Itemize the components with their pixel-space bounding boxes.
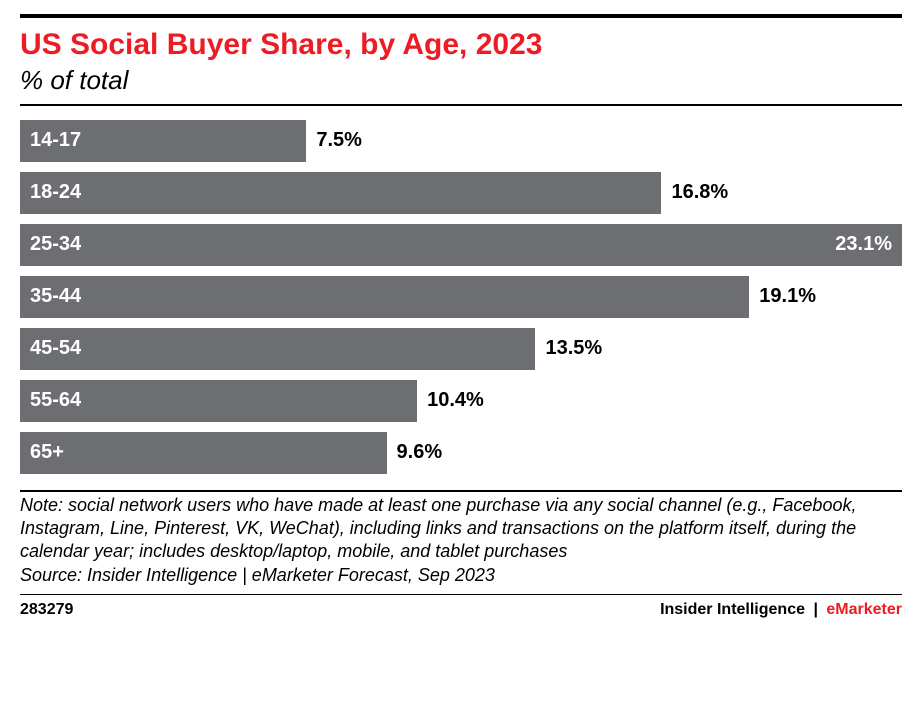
note-top-rule — [20, 490, 902, 492]
bar: 14-17 — [20, 120, 306, 162]
bar-value-label: 19.1% — [759, 285, 816, 308]
bar: 55-64 — [20, 380, 417, 422]
bar-value-label: 13.5% — [545, 337, 602, 360]
footer-brand: Insider Intelligence | eMarketer — [660, 601, 902, 619]
brand-separator: | — [813, 601, 817, 618]
chart-note: Note: social network users who have made… — [20, 494, 902, 563]
chart-source: Source: Insider Intelligence | eMarketer… — [20, 565, 902, 586]
bar-value-label: 7.5% — [316, 129, 362, 152]
bars-area: 14-17 7.5% 18-24 16.8% 25-34 23.1% 35-44 19.1% 4… — [20, 106, 902, 490]
footer: 283279 Insider Intelligence | eMarketer — [20, 601, 902, 619]
bar-category-label: 45-54 — [30, 337, 81, 360]
bar-row: 25-34 23.1% — [20, 224, 902, 266]
bar-row: 55-64 10.4% — [20, 380, 902, 422]
bar-category-label: 25-34 — [30, 233, 81, 256]
chart-id: 283279 — [20, 601, 73, 619]
chart-container: US Social Buyer Share, by Age, 2023 % of… — [0, 0, 922, 719]
bar: 45-54 — [20, 328, 535, 370]
top-rule — [20, 14, 902, 18]
bar-value-label: 23.1% — [835, 233, 892, 256]
bar: 65+ — [20, 432, 387, 474]
bar-value-label: 9.6% — [397, 441, 443, 464]
bar-row: 35-44 19.1% — [20, 276, 902, 318]
bar-category-label: 14-17 — [30, 129, 81, 152]
bar-category-label: 18-24 — [30, 181, 81, 204]
bar-row: 18-24 16.8% — [20, 172, 902, 214]
bar-category-label: 35-44 — [30, 285, 81, 308]
brand-right: eMarketer — [826, 601, 902, 618]
bar-row: 14-17 7.5% — [20, 120, 902, 162]
bar-value-label: 16.8% — [671, 181, 728, 204]
bar: 35-44 — [20, 276, 749, 318]
bar: 18-24 — [20, 172, 661, 214]
bar-category-label: 55-64 — [30, 389, 81, 412]
bar: 25-34 23.1% — [20, 224, 902, 266]
chart-subtitle: % of total — [20, 65, 902, 96]
brand-left: Insider Intelligence — [660, 601, 805, 618]
footer-rule — [20, 594, 902, 596]
bar-value-label: 10.4% — [427, 389, 484, 412]
bar-row: 65+ 9.6% — [20, 432, 902, 474]
bar-category-label: 65+ — [30, 441, 64, 464]
chart-title: US Social Buyer Share, by Age, 2023 — [20, 28, 902, 63]
bar-row: 45-54 13.5% — [20, 328, 902, 370]
